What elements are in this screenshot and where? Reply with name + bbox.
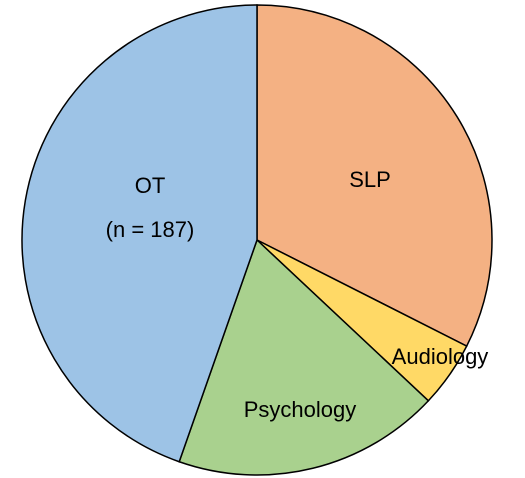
pie-slice — [178, 238, 430, 476]
slice-label: SLP — [349, 167, 391, 192]
slice-label: Psychology — [244, 397, 357, 422]
slice-label: OT — [135, 173, 166, 198]
value-label: (n = 187) — [106, 217, 195, 242]
slice-label: Audiology — [392, 344, 489, 369]
pie-slice — [256, 4, 493, 348]
pie-slice — [21, 4, 258, 463]
